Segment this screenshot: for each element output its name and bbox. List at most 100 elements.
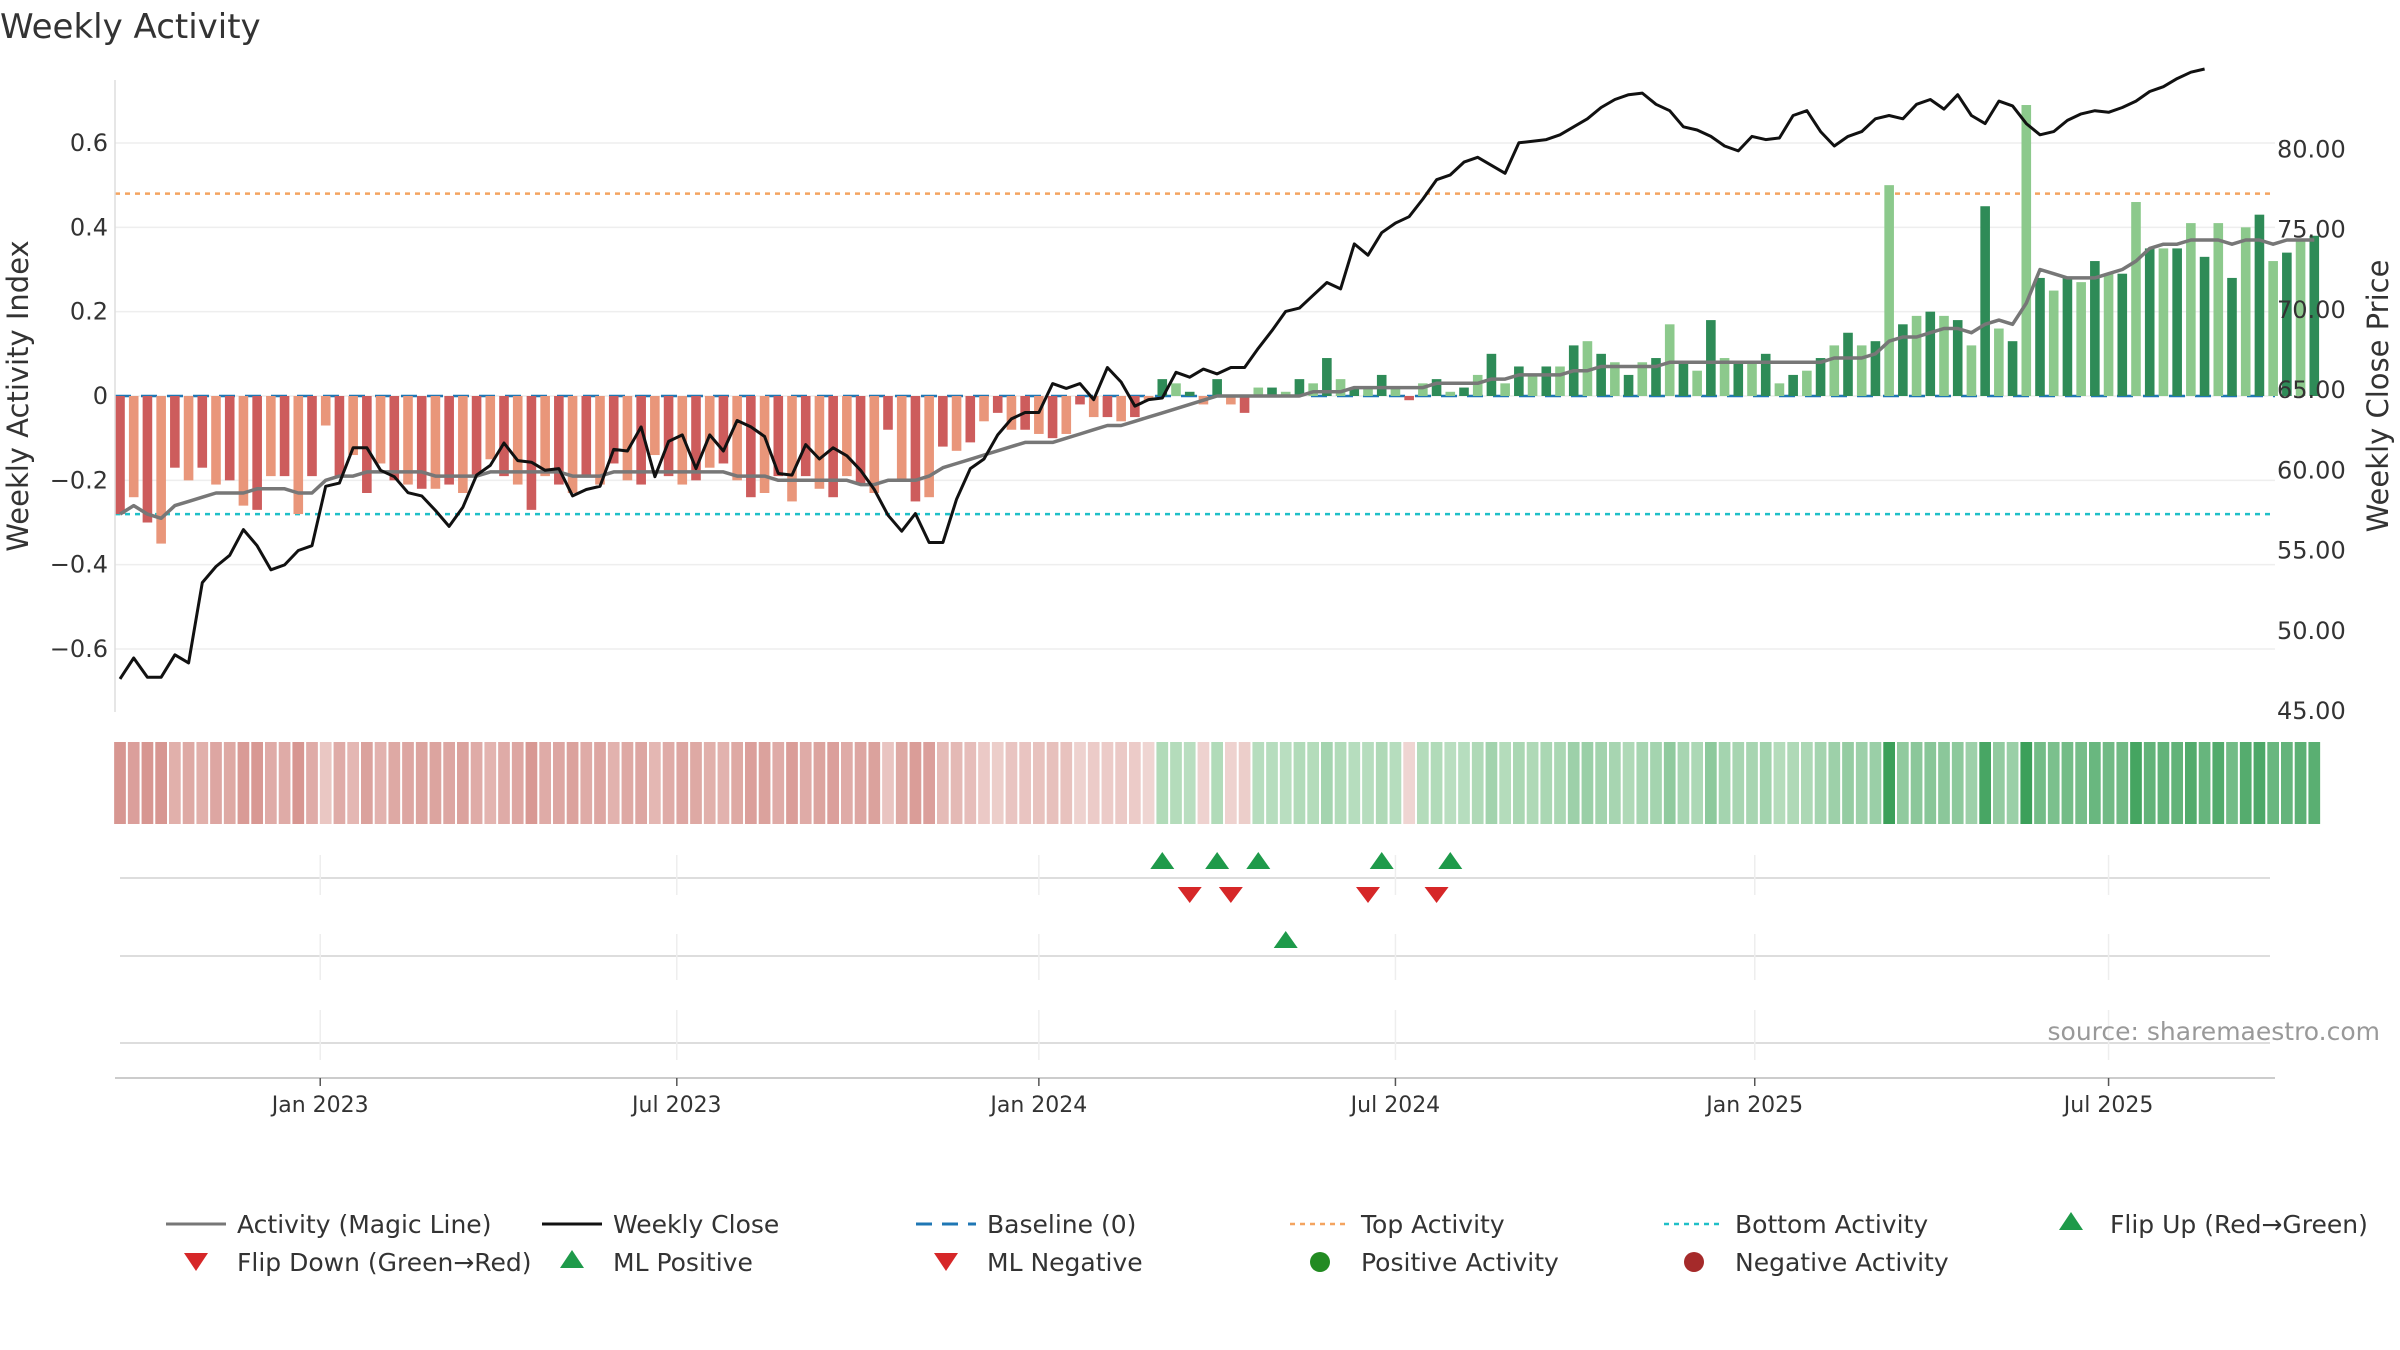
heat-cell — [745, 742, 757, 824]
heat-cell — [635, 742, 647, 824]
heat-cell — [1375, 742, 1388, 824]
heat-cell — [566, 742, 579, 824]
activity-bar — [1061, 396, 1072, 434]
heat-cell — [1773, 742, 1786, 824]
right-y-axis-label: Weekly Close Price — [2361, 260, 2395, 533]
activity-bar — [320, 396, 331, 426]
activity-bar — [1308, 383, 1318, 396]
activity-bar — [471, 396, 482, 477]
activity-bar — [800, 396, 811, 477]
activity-bar — [416, 396, 427, 489]
heat-cell — [799, 742, 812, 824]
heat-cell — [703, 742, 716, 824]
activity-bar — [608, 396, 619, 464]
heat-cell — [1718, 742, 1731, 824]
heat-cell — [182, 742, 195, 824]
heat-cell — [1814, 742, 1827, 824]
heat-cell — [1746, 742, 1758, 824]
activity-bar — [992, 396, 1003, 413]
activity-bar — [1486, 353, 1497, 396]
heat-cell — [539, 742, 551, 824]
activity-bar — [814, 396, 825, 489]
activity-bar — [595, 396, 605, 485]
heat-cell — [662, 742, 675, 824]
heat-cell — [498, 742, 510, 824]
activity-bar — [2076, 282, 2086, 396]
heat-cell — [1211, 742, 1223, 824]
heat-cell — [1307, 742, 1319, 824]
activity-bar — [499, 396, 509, 477]
heat-cell — [1883, 742, 1895, 824]
activity-bar — [128, 396, 139, 498]
legend-ml-positive-icon — [560, 1250, 584, 1268]
activity-bar — [1294, 379, 1305, 396]
left-y-ticks: −0.6 −0.4 −0.2 0 0.2 0.4 0.6 — [50, 129, 108, 663]
heat-cell — [457, 742, 469, 824]
legend-top-activity: Top Activity — [1360, 1210, 1505, 1239]
activity-bar — [266, 396, 276, 477]
right-y-tick: 50.00 — [2277, 617, 2346, 645]
heat-cell — [2047, 742, 2060, 824]
x-tick-label: Jan 2023 — [270, 1093, 369, 1118]
heat-cell — [169, 742, 181, 824]
heat-cell — [1142, 742, 1155, 824]
activity-bar — [1075, 396, 1085, 405]
activity-bar — [1678, 362, 1689, 396]
activity-bar — [1610, 362, 1620, 396]
right-y-tick: 45.00 — [2277, 697, 2346, 725]
legend-flip-up: Flip Up (Red→Green) — [2110, 1210, 2368, 1239]
legend-flip-up-icon — [2059, 1212, 2083, 1230]
heat-cell — [402, 742, 414, 824]
heat-cell — [1759, 742, 1772, 824]
heat-cell — [1033, 742, 1045, 824]
heat-cell — [841, 742, 853, 824]
right-y-tick: 55.00 — [2277, 537, 2346, 565]
heat-cell — [278, 742, 291, 824]
heat-cell — [731, 742, 743, 824]
flip-down-marker — [1177, 887, 1202, 903]
legend-positive-activity: Positive Activity — [1361, 1248, 1559, 1277]
activity-bar — [1856, 345, 1867, 396]
flip-down-marker — [1356, 887, 1380, 903]
activity-bar — [1157, 379, 1168, 396]
heat-cell — [1485, 742, 1498, 824]
heat-cell — [580, 742, 593, 824]
flip-up-marker — [1246, 852, 1271, 869]
activity-bar — [1939, 315, 1949, 396]
heat-cell — [223, 742, 236, 824]
legend-magic-line: Activity (Magic Line) — [237, 1210, 491, 1239]
activity-bar — [1349, 387, 1360, 396]
heat-cell — [2116, 742, 2129, 824]
heat-cell — [1183, 742, 1196, 824]
activity-bar — [403, 396, 413, 485]
heat-cell — [854, 742, 867, 824]
activity-bar — [732, 396, 742, 481]
legend: Activity (Magic Line) Weekly Close Basel… — [166, 1210, 2368, 1277]
heat-cell — [649, 742, 661, 824]
heat-cell — [1938, 742, 1950, 824]
activity-bar — [540, 396, 550, 477]
heat-cell — [292, 742, 305, 824]
heat-cell — [1581, 742, 1594, 824]
heat-cell — [1787, 742, 1799, 824]
flip-up-marker — [1150, 852, 1175, 869]
heat-cell — [868, 742, 881, 824]
x-tick-label: Jul 2023 — [630, 1093, 722, 1118]
activity-bar — [224, 396, 235, 481]
heat-cell — [827, 742, 839, 824]
heat-cell — [991, 742, 1004, 824]
heat-cell — [347, 742, 359, 824]
heat-cell — [1732, 742, 1745, 824]
left-y-tick: 0.4 — [70, 213, 108, 241]
activity-bar — [156, 396, 166, 544]
heat-cell — [2308, 742, 2321, 824]
source-text: source: sharemaestro.com — [2048, 1017, 2381, 1046]
activity-bar — [2048, 290, 2059, 396]
activity-bar — [910, 396, 921, 502]
left-y-tick: −0.4 — [50, 551, 108, 579]
activity-bar — [1788, 374, 1798, 396]
activity-bar — [1226, 396, 1236, 405]
heat-cell — [1444, 742, 1457, 824]
heat-cell — [1046, 742, 1059, 824]
heat-cell — [196, 742, 209, 824]
